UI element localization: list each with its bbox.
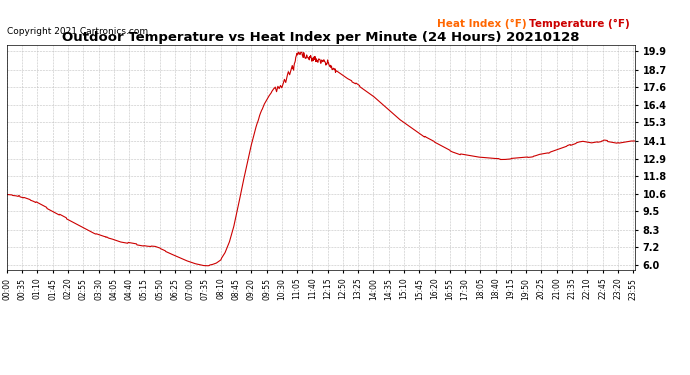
Title: Outdoor Temperature vs Heat Index per Minute (24 Hours) 20210128: Outdoor Temperature vs Heat Index per Mi…: [62, 31, 580, 44]
Legend: Heat Index (°F), Temperature (°F): Heat Index (°F), Temperature (°F): [437, 19, 629, 29]
Text: Copyright 2021 Cartronics.com: Copyright 2021 Cartronics.com: [7, 27, 148, 36]
